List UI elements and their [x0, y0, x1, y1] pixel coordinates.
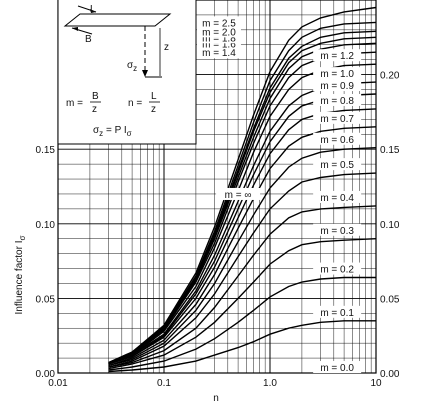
series-line: [108, 147, 377, 367]
curve-label-bg: [313, 93, 362, 106]
curve-label: m = 0.8: [320, 96, 354, 107]
arrowhead-L: [90, 9, 96, 13]
y-tick-label-right: 0.20: [380, 71, 400, 82]
series-line: [108, 320, 376, 373]
curve-label: m = 0.0: [320, 363, 354, 374]
series-line: [108, 172, 377, 368]
series-line: [108, 238, 377, 370]
y-axis-title: Influence factor Iσ: [14, 236, 27, 315]
curve-label-bg: [313, 49, 362, 62]
curve-label: m = 0.5: [320, 160, 354, 171]
x-axis-title: n: [213, 393, 219, 403]
inset-box: L B z σz m = B z n = L z σz = P Iσ: [57, 0, 197, 145]
curve-label-bg: [313, 111, 362, 124]
sigma-z-subscript: z: [133, 64, 137, 73]
curve-label: m = 0.3: [320, 226, 354, 237]
curve-label: m = 1.4: [202, 48, 236, 59]
y-axis-title-sub: σ: [18, 236, 27, 241]
inset-n-num: L: [151, 91, 157, 102]
x-tick-label: 1.0: [263, 378, 277, 389]
plot-frame: [57, 0, 377, 374]
series-line: [108, 6, 377, 364]
x-tick-label: 0.01: [48, 378, 68, 389]
inset-m-eq: m =: [66, 98, 83, 109]
x-tick-label: 10: [370, 378, 382, 389]
depth-arrowhead: [142, 70, 148, 77]
curve-label-bg: [313, 190, 362, 203]
loaded-area-shape: [63, 13, 172, 27]
curve-label: m = 1.8: [202, 33, 236, 44]
curve-labels: m = 0.0 m = 0.1 m = 0.2 m = 0.3 m = 0.4 m = 0…: [196, 16, 362, 374]
curve-label-bg: [313, 67, 362, 80]
curve-label: m = 0.7: [320, 114, 354, 125]
y-tick-label-right: 0.05: [380, 294, 400, 305]
curve-label: m = 0.1: [320, 308, 354, 319]
y-tick-label-right: 0.00: [380, 369, 400, 380]
x-tick-label: 0.1: [157, 378, 171, 389]
y-axis-title-main: Influence factor I: [14, 241, 25, 315]
curve-label-bg: [313, 158, 362, 171]
curve-label: m = 0.9: [320, 81, 354, 92]
curve-label-bg: [313, 79, 362, 92]
inset-n-eq: n =: [128, 98, 142, 109]
inset-formula: σz = P Iσ: [93, 125, 132, 138]
series-line: [108, 276, 376, 371]
inset-label-sigma-z: σz: [127, 60, 137, 73]
formula-mid: = P I: [103, 125, 126, 136]
formula-sigma: σ: [93, 125, 100, 136]
formula-I-sub: σ: [127, 129, 132, 138]
y-tick-label-left: 0.00: [36, 369, 56, 380]
curve-label-bg: [196, 16, 241, 29]
series-line: [108, 205, 377, 368]
inset-label-z: z: [164, 42, 169, 53]
series-line: [108, 21, 377, 364]
curve-label-bg: [313, 262, 362, 275]
inset-n-den: z: [151, 104, 156, 115]
curve-label-bg: [313, 223, 362, 236]
curve-label: m = 2.0: [202, 27, 236, 38]
arrowhead-B: [72, 27, 78, 31]
formula-sigma-sub: z: [99, 129, 103, 138]
inset-m-num: B: [92, 91, 99, 102]
y-tick-label-left: 0.05: [36, 294, 56, 305]
curve-label: m = 0.2: [320, 265, 354, 276]
inset-label-L: L: [90, 4, 96, 15]
sigma-z-symbol: σ: [127, 60, 134, 71]
inset-m-den: z: [92, 104, 97, 115]
curve-label: m = 1.2: [320, 51, 354, 62]
y-tick-label-right: 0.15: [380, 145, 400, 156]
y-tick-label-right: 0.10: [380, 220, 400, 231]
curve-label: m = 2.5: [202, 18, 236, 29]
curve-label-bg: [313, 132, 362, 145]
curve-label: m = 1.6: [202, 39, 236, 50]
curve-label-bg: [313, 305, 362, 318]
inset-label-B: B: [85, 34, 92, 45]
curve-label: m = 1.0: [320, 69, 354, 80]
curve-label: m = 0.6: [320, 135, 354, 146]
curve-label-bg: [216, 187, 261, 200]
tick-labels: 0.01 0.1 1.0 100.000.050.100.150.000.050.10…: [36, 71, 400, 389]
y-tick-label-left: 0.10: [36, 220, 56, 231]
series-line: [108, 36, 377, 364]
y-tick-label-left: 0.15: [36, 145, 56, 156]
curve-label: m = ∞: [225, 190, 252, 201]
curve-label-bg: [313, 361, 362, 374]
curve-label: m = 0.4: [320, 193, 354, 204]
